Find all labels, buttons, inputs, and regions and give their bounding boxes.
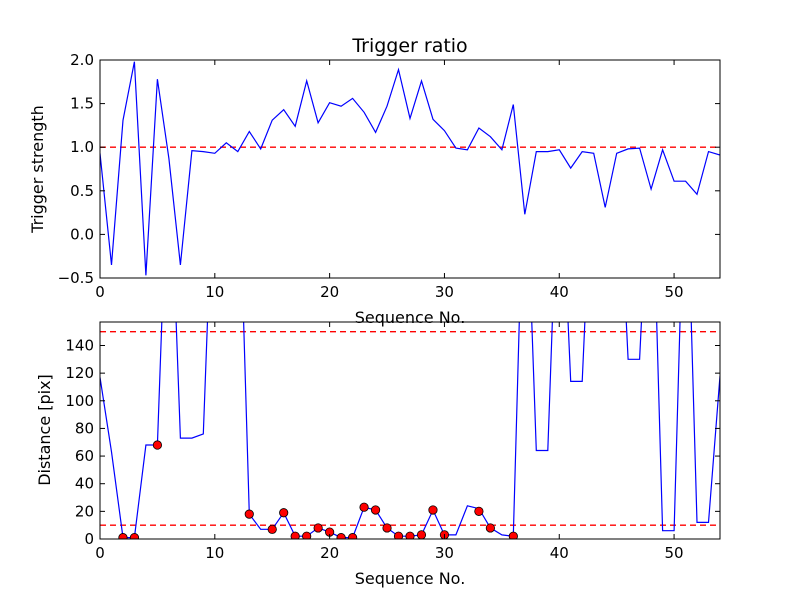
top-y-tick-label: −0.5 [58, 269, 94, 287]
bottom-flagged-point [508, 531, 518, 539]
top-x-tick-label: 0 [95, 283, 105, 301]
top-x-axis-label: Sequence No. [355, 308, 466, 327]
bottom-x-axis-label: Sequence No. [355, 569, 466, 588]
bottom-y-tick-label: 80 [75, 419, 94, 437]
top-x-tick-label: 40 [550, 283, 569, 301]
bottom-x-tick-label: 50 [665, 544, 684, 562]
top-series-line [100, 61, 720, 276]
bottom-flagged-point [118, 533, 128, 539]
bottom-x-tick-label: 0 [95, 544, 105, 562]
bottom-chart: 0 10 20 30 40 50 0 20 40 60 80 100 120 140 Sequence N… [35, 321, 721, 588]
bottom-y-tick-label: 0 [84, 530, 94, 548]
bottom-flagged-point [129, 533, 140, 539]
bottom-y-tick-label: 100 [65, 392, 94, 410]
bottom-flagged-point [359, 502, 369, 512]
top-y-axis-label: Trigger strength [28, 105, 47, 234]
bottom-flagged-point [152, 440, 163, 450]
bottom-flagged-point [279, 508, 289, 518]
top-axes-frame [99, 59, 721, 279]
top-chart-title: Trigger ratio [351, 35, 467, 57]
top-y-tick-label: 0.0 [70, 225, 94, 243]
top-x-tick-label: 50 [665, 283, 684, 301]
top-x-tick-label: 30 [435, 283, 454, 301]
top-chart: Trigger ratio 0 10 20 30 40 50 −0.5 0.0 0.5 1.0 1.… [28, 35, 721, 327]
bottom-series-line [100, 322, 720, 539]
bottom-axes-frame [99, 321, 721, 540]
bottom-flagged-point [393, 531, 404, 539]
bottom-flagged-point [302, 531, 312, 539]
bottom-flagged-point [336, 533, 346, 539]
bottom-y-tick-label: 20 [75, 502, 94, 520]
bottom-y-axis-label: Distance [pix] [35, 374, 54, 486]
bottom-flagged-point [370, 505, 381, 515]
bottom-flagged-point [267, 524, 277, 534]
top-x-tick-label: 20 [320, 283, 339, 301]
top-y-tick-label: 1.0 [70, 138, 94, 156]
bottom-y-tick-label: 140 [65, 336, 94, 354]
top-y-tick-label: 2.0 [70, 51, 94, 69]
bottom-flagged-point [382, 523, 392, 533]
bottom-x-tick-label: 40 [550, 544, 569, 562]
bottom-flagged-point [290, 531, 300, 539]
bottom-flagged-point [474, 506, 484, 516]
bottom-y-tick-label: 120 [65, 364, 94, 382]
bottom-flagged-point [405, 531, 415, 539]
bottom-flagged-point [485, 523, 495, 533]
bottom-y-tick-label: 60 [75, 447, 94, 465]
bottom-plot-area [100, 322, 720, 539]
bottom-x-tick-label: 10 [205, 544, 224, 562]
bottom-flagged-point [313, 523, 323, 533]
bottom-flagged-point [428, 505, 438, 515]
bottom-x-tick-label: 30 [435, 544, 454, 562]
top-x-tick-label: 10 [205, 283, 224, 301]
bottom-ticks: 0 10 20 30 40 50 0 20 40 60 80 100 120 140 [65, 322, 720, 562]
bottom-flagged-point [347, 533, 358, 539]
top-plot-area [100, 61, 720, 276]
top-ticks: 0 10 20 30 40 50 −0.5 0.0 0.5 1.0 1.5 2.0 [58, 51, 720, 301]
bottom-flagged-point [416, 530, 427, 539]
top-y-tick-label: 1.5 [70, 95, 94, 113]
bottom-x-tick-label: 20 [320, 544, 339, 562]
top-y-tick-label: 0.5 [70, 182, 94, 200]
bottom-y-tick-label: 40 [75, 475, 94, 493]
bottom-flagged-point [244, 509, 254, 519]
